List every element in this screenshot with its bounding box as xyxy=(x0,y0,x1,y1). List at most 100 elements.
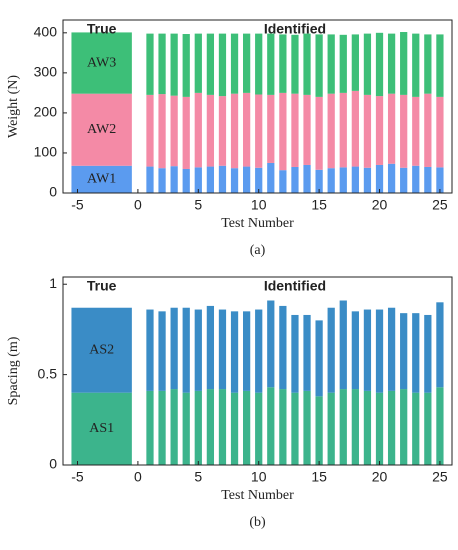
bar-segment xyxy=(412,96,420,166)
bar-segment xyxy=(351,166,359,193)
bar-segment xyxy=(424,314,432,393)
y-tick-label: 200 xyxy=(34,104,58,120)
x-tick-label: 20 xyxy=(372,197,388,213)
bar-segment xyxy=(339,92,347,168)
bar-segment xyxy=(243,33,251,93)
bar-segment xyxy=(291,34,299,94)
bar-segment xyxy=(146,390,154,465)
bar-segment xyxy=(158,390,166,465)
bar-segment xyxy=(230,392,239,465)
bar-segment xyxy=(146,309,154,391)
bar-segment xyxy=(424,34,432,94)
bar-segment xyxy=(170,307,178,390)
bar-segment xyxy=(387,390,396,465)
true-bar-segment xyxy=(71,392,132,465)
bar-segment xyxy=(351,90,359,167)
bar-segment xyxy=(267,162,275,193)
bar-segment xyxy=(412,313,420,393)
bar-segment xyxy=(412,392,420,465)
bar-segment xyxy=(327,392,335,465)
bar-segment xyxy=(339,300,347,390)
bar-segment xyxy=(412,33,420,97)
bar-segment xyxy=(146,33,154,95)
bar-segment xyxy=(218,165,227,193)
y-axis-title: Weight (N) xyxy=(6,75,21,138)
bar-segment xyxy=(327,168,335,193)
bar-segment xyxy=(243,311,251,391)
bar-segment xyxy=(351,34,359,91)
bar-segment xyxy=(170,95,178,167)
bar-segment xyxy=(400,167,408,193)
bar-segment xyxy=(436,302,444,388)
legend-label: AW1 xyxy=(87,172,116,187)
bar-segment xyxy=(218,33,227,97)
bar-segment xyxy=(146,94,154,167)
bar-segment xyxy=(363,33,372,95)
true-bar-segment xyxy=(71,307,132,393)
y-axis-title: Spacing (m) xyxy=(6,336,21,405)
x-axis-title: Test Number xyxy=(221,216,294,231)
legend-label: AW3 xyxy=(87,55,116,70)
bar-segment xyxy=(436,167,444,193)
bar-segment xyxy=(279,170,287,193)
bar-segment xyxy=(230,168,239,193)
bar-segment xyxy=(182,96,190,169)
legend-label: AS1 xyxy=(89,421,114,436)
bar-segment xyxy=(424,166,432,193)
annotation: Identified xyxy=(264,21,326,37)
bar-segment xyxy=(243,166,251,193)
bar-segment xyxy=(327,93,335,169)
bar-segment xyxy=(279,34,287,93)
bar-segment xyxy=(351,311,359,390)
bar-segment xyxy=(267,33,275,95)
bar-segment xyxy=(206,94,215,167)
bar-segment xyxy=(400,313,408,390)
bar-segment xyxy=(194,390,202,465)
true-bar-segment xyxy=(71,93,132,166)
bar-segment xyxy=(315,396,323,465)
bar-segment xyxy=(279,389,287,465)
bar-segment xyxy=(327,307,335,393)
x-tick-label: 5 xyxy=(194,469,202,485)
bar-segment xyxy=(158,94,166,169)
x-tick-label: -5 xyxy=(71,197,84,213)
bar-segment xyxy=(387,163,396,193)
y-tick-label: 0 xyxy=(49,456,57,472)
bar-segment xyxy=(303,164,311,193)
bar-segment xyxy=(267,300,275,388)
y-tick-label: 0 xyxy=(49,184,57,200)
bar-segment xyxy=(339,167,347,193)
x-tick-label: 0 xyxy=(134,197,142,213)
bar-segment xyxy=(303,390,311,465)
x-tick-label: 0 xyxy=(134,469,142,485)
y-tick-label: 300 xyxy=(34,64,58,80)
plot-frame xyxy=(62,19,453,194)
bar-segment xyxy=(400,389,408,465)
x-tick-label: 25 xyxy=(432,197,448,213)
bar-segment xyxy=(194,167,202,193)
bar-segment xyxy=(315,34,323,97)
bar-segment xyxy=(182,168,190,193)
panel-label: (a) xyxy=(250,243,266,258)
bar-segment xyxy=(158,33,166,95)
bar-segment xyxy=(255,392,263,465)
bar-segment xyxy=(363,309,372,391)
bar-segment xyxy=(182,392,190,465)
panel-label: (b) xyxy=(249,515,266,530)
annotation: True xyxy=(87,21,117,37)
bar-segment xyxy=(291,93,299,167)
bar-segment xyxy=(218,309,227,390)
bar-segment xyxy=(363,167,372,193)
bar-segment xyxy=(230,93,239,169)
bar-segment xyxy=(375,164,384,193)
legend-label: AS2 xyxy=(89,342,114,357)
bar-segment xyxy=(351,389,359,465)
bar-segment xyxy=(218,389,227,465)
bar-segment xyxy=(375,392,384,465)
bar-segment xyxy=(206,33,215,95)
bar-segment xyxy=(412,165,420,193)
x-tick-label: 10 xyxy=(251,469,267,485)
bar-segment xyxy=(182,307,190,393)
bar-segment xyxy=(387,93,396,164)
